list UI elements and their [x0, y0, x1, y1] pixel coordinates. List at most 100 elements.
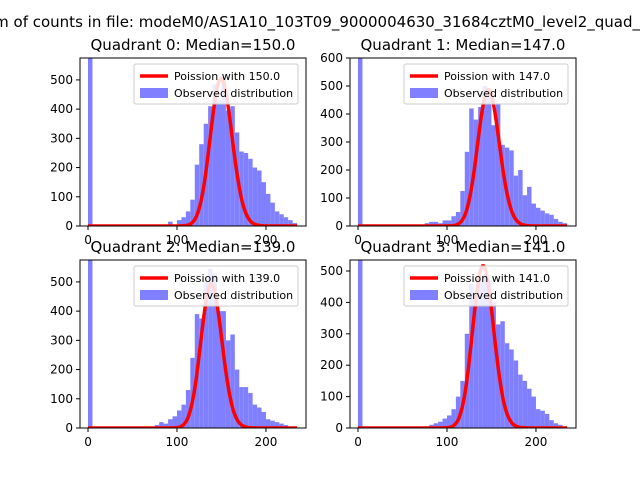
histogram-bar	[495, 104, 501, 226]
histogram-bar	[88, 260, 93, 428]
histogram-bar	[288, 220, 293, 226]
histogram-bar	[464, 151, 470, 226]
histogram-bar	[491, 125, 496, 226]
histogram-bar	[540, 210, 545, 226]
histogram-bar	[217, 100, 222, 226]
y-tick-label: 100	[320, 390, 343, 404]
y-tick-label: 100	[320, 191, 343, 205]
histogram-bar	[163, 423, 169, 428]
y-tick-label: 400	[50, 304, 73, 318]
histogram-bar	[504, 343, 510, 428]
histogram-bar	[522, 380, 528, 428]
axes-frame	[349, 259, 577, 429]
x-tick-label: 0	[84, 435, 92, 449]
quadrant-1-panel: 0 100 200 0 100 200 300 400 500 600 Quadrant 1: Me…	[320, 36, 577, 247]
histogram-bar	[473, 119, 479, 226]
y-tick-label: 500	[50, 275, 73, 289]
y-tick-label: 300	[320, 327, 343, 341]
histogram-bar	[208, 268, 213, 428]
histogram-bar	[544, 213, 550, 226]
legend-line-label: Poission with 141.0	[444, 272, 550, 285]
histogram-bar	[190, 199, 195, 226]
histogram-bar	[544, 413, 550, 428]
histogram-bar	[433, 221, 439, 226]
histogram-bar	[274, 422, 280, 428]
axes-frame	[79, 57, 307, 227]
histogram-bar	[509, 349, 514, 428]
legend-line-label: Poission with 150.0	[174, 70, 280, 83]
histogram-bar	[221, 75, 226, 226]
legend: Poission with 150.0 Observed distribution	[133, 63, 299, 105]
histogram-bar	[429, 221, 434, 226]
y-tick-label: 0	[65, 219, 73, 233]
histogram-bar	[212, 84, 218, 226]
x-tick-label: 200	[255, 435, 278, 449]
legend-hist-label: Observed distribution	[444, 87, 563, 100]
histogram-bar	[243, 152, 249, 226]
histogram-bar	[217, 311, 222, 428]
histogram-bar	[257, 170, 262, 226]
panel-title: Quadrant 2: Median=139.0	[91, 238, 296, 256]
legend-hist-swatch	[140, 290, 168, 300]
histogram-bar	[482, 274, 488, 428]
histogram-bar	[553, 219, 559, 226]
histogram-bar	[265, 419, 271, 428]
x-tick-label: 100	[436, 435, 459, 449]
histogram-bar	[248, 158, 253, 226]
histogram-bar	[279, 214, 284, 226]
histogram-bar	[558, 221, 563, 226]
histogram-bar	[549, 214, 554, 226]
y-tick-label: 500	[320, 79, 343, 93]
y-tick-label: 200	[50, 363, 73, 377]
histogram-bar	[451, 409, 456, 428]
histogram-bar	[270, 420, 275, 428]
y-tick-label: 300	[50, 333, 73, 347]
y-tick-label: 0	[335, 421, 343, 435]
histogram-bar	[176, 410, 182, 428]
histogram-bar	[442, 220, 447, 226]
x-tick-label: 0	[84, 233, 92, 247]
panel-title: Quadrant 3: Median=141.0	[361, 238, 566, 256]
x-tick-label: 0	[354, 233, 362, 247]
histogram-bar	[88, 58, 93, 226]
histogram-bar	[257, 407, 262, 428]
histogram-bar	[159, 422, 164, 428]
histogram-bar	[500, 144, 505, 226]
histogram-bar	[252, 404, 258, 428]
y-tick-label: 0	[335, 219, 343, 233]
histogram-bar	[230, 334, 235, 428]
panel-title: Quadrant 0: Median=150.0	[91, 36, 296, 54]
legend: Poission with 147.0 Observed distribution	[403, 63, 569, 105]
poisson-curve	[358, 264, 568, 428]
histogram-bar	[518, 170, 523, 226]
histogram-bar	[172, 416, 177, 428]
histogram-bar	[500, 321, 505, 428]
histogram-bar	[225, 110, 231, 226]
y-tick-label: 500	[50, 73, 73, 87]
histogram-bar	[239, 387, 244, 428]
y-tick-label: 400	[320, 107, 343, 121]
histogram-bar	[194, 164, 200, 226]
poisson-curve	[88, 282, 298, 428]
histogram-bar	[433, 423, 439, 428]
legend-hist-label: Observed distribution	[174, 289, 293, 302]
histogram-bar	[442, 418, 447, 428]
y-tick-label: 200	[320, 163, 343, 177]
y-tick-label: 500	[320, 264, 343, 278]
histogram-bar	[221, 311, 226, 428]
legend-line-label: Poission with 139.0	[174, 272, 280, 285]
quadrant-3-panel: 0 100 200 0 100 200 300 400 500 Quadrant 3: Media…	[320, 238, 577, 449]
histogram-bar	[553, 423, 559, 428]
histogram-bar	[482, 86, 488, 226]
histogram-bar	[473, 299, 479, 428]
histogram-bar	[265, 193, 271, 226]
quadrant-2-panel: 0 100 200 0 100 200 300 400 500 Quadrant 2: Media…	[50, 238, 307, 449]
histogram-bar	[270, 202, 275, 226]
x-tick-label: 200	[525, 233, 548, 247]
histogram-bar	[208, 106, 213, 226]
histogram-bar	[540, 410, 545, 428]
histogram-bar	[513, 175, 519, 226]
x-tick-label: 0	[354, 435, 362, 449]
histogram-bar	[185, 390, 191, 428]
